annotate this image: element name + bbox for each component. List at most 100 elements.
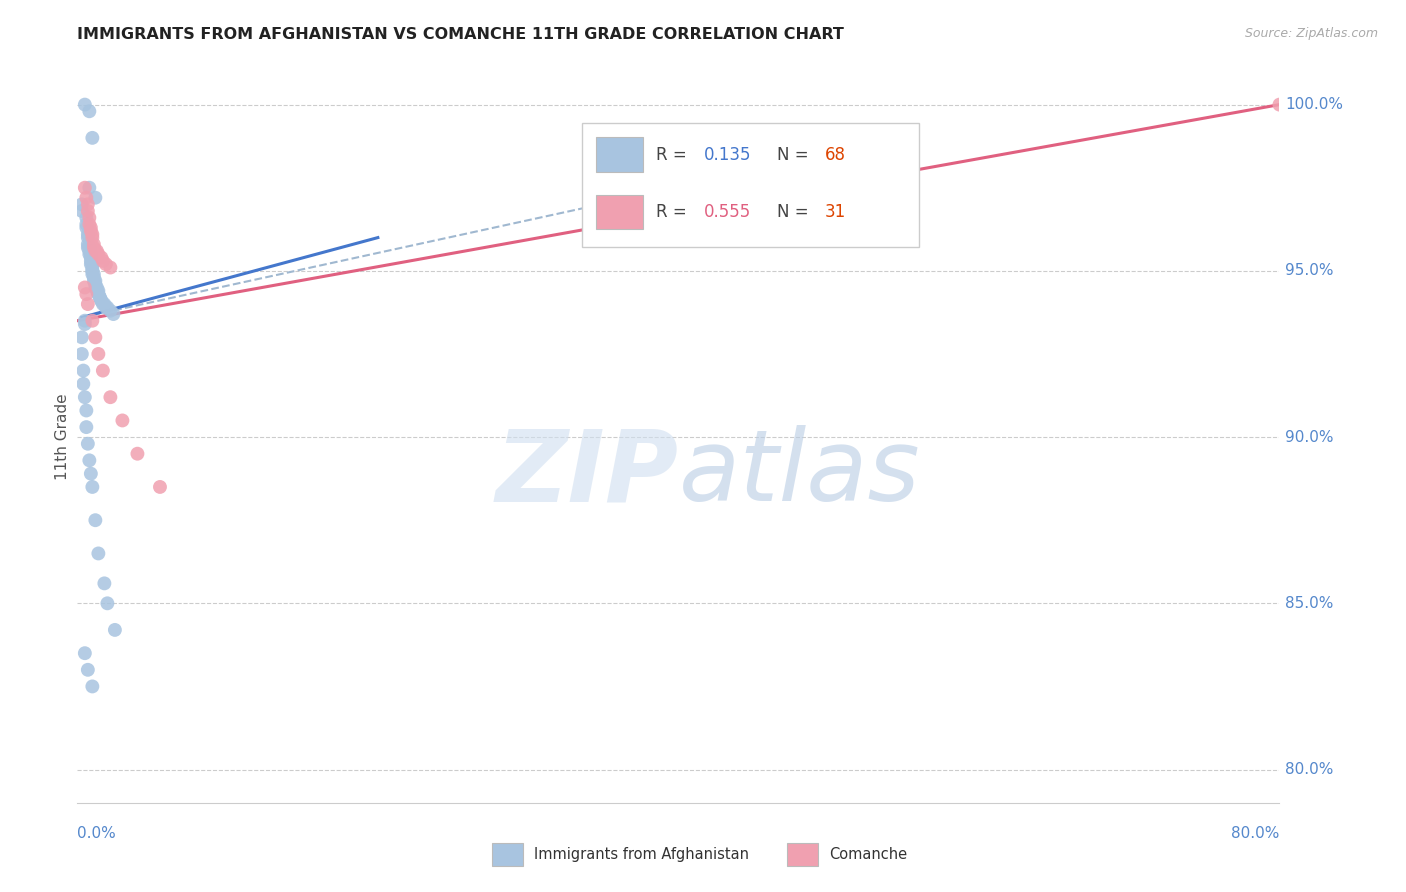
Point [86,284,108,298]
Point [70,204,93,219]
Point [73,97,96,112]
Point [75,403,97,417]
Point [73,317,96,331]
Text: 100.0%: 100.0% [1285,97,1344,112]
Point [82,260,104,275]
Point [70,197,93,211]
Point [111,413,134,427]
Text: atlas: atlas [679,425,920,522]
Text: Source: ZipAtlas.com: Source: ZipAtlas.com [1244,27,1378,40]
Point [90,293,112,308]
Text: 68: 68 [824,146,845,164]
Point [91,363,114,377]
Point [87,287,110,301]
Text: Immigrants from Afghanistan: Immigrants from Afghanistan [534,847,749,862]
Text: R =: R = [657,203,692,221]
Text: IMMIGRANTS FROM AFGHANISTAN VS COMANCHE 11TH GRADE CORRELATION CHART: IMMIGRANTS FROM AFGHANISTAN VS COMANCHE … [77,27,844,42]
Point [96,596,118,610]
Point [87,284,110,298]
Point [76,436,98,450]
Point [96,301,118,315]
Text: Comanche: Comanche [830,847,908,862]
Point [83,270,105,285]
Point [79,211,101,225]
Point [82,267,104,281]
Point [76,230,98,244]
Point [86,244,108,258]
Point [93,576,115,591]
Point [80,247,103,261]
Point [76,204,98,219]
Point [80,467,103,481]
Point [80,224,103,238]
Point [94,257,117,271]
Point [83,241,105,255]
Point [1268,97,1291,112]
Y-axis label: 11th Grade: 11th Grade [55,393,70,481]
Text: R =: R = [657,146,692,164]
Point [87,347,110,361]
Point [79,453,101,467]
Point [76,297,98,311]
Point [73,314,96,328]
Point [89,290,111,304]
Point [76,663,98,677]
Point [91,297,114,311]
Point [75,211,97,225]
Text: 90.0%: 90.0% [1285,430,1334,444]
Text: 31: 31 [824,203,846,221]
Point [149,480,172,494]
Point [94,301,117,315]
Point [75,191,97,205]
Point [84,274,107,288]
Point [82,480,104,494]
Point [73,280,96,294]
Point [79,247,101,261]
Text: 80.0%: 80.0% [1285,762,1334,777]
Point [79,241,101,255]
Point [83,267,105,281]
Point [87,546,110,560]
Point [84,191,107,205]
FancyBboxPatch shape [582,122,920,247]
Point [82,264,104,278]
Text: 0.0%: 0.0% [77,826,117,841]
Point [100,390,122,404]
Point [82,227,104,242]
Point [89,290,111,304]
Point [84,277,107,292]
Text: ZIP: ZIP [495,425,679,522]
Point [90,293,112,308]
Text: 0.135: 0.135 [703,146,751,164]
Point [84,280,107,294]
Point [76,197,98,211]
Point [80,251,103,265]
Point [76,227,98,242]
Point [127,447,149,461]
Point [80,257,103,271]
Point [84,330,107,344]
Point [82,314,104,328]
Point [91,253,114,268]
Point [79,217,101,231]
Point [82,257,104,271]
Point [73,180,96,194]
Point [72,376,94,391]
Point [76,237,98,252]
Point [72,363,94,377]
Point [87,287,110,301]
Point [82,230,104,244]
Text: N =: N = [778,146,814,164]
Point [100,303,122,318]
Point [90,251,112,265]
Point [84,244,107,258]
Text: 0.555: 0.555 [703,203,751,221]
Point [75,217,97,231]
Point [80,253,103,268]
Point [79,180,101,194]
Point [75,220,97,235]
Point [93,297,115,311]
Text: N =: N = [778,203,814,221]
Point [76,241,98,255]
Point [103,307,125,321]
